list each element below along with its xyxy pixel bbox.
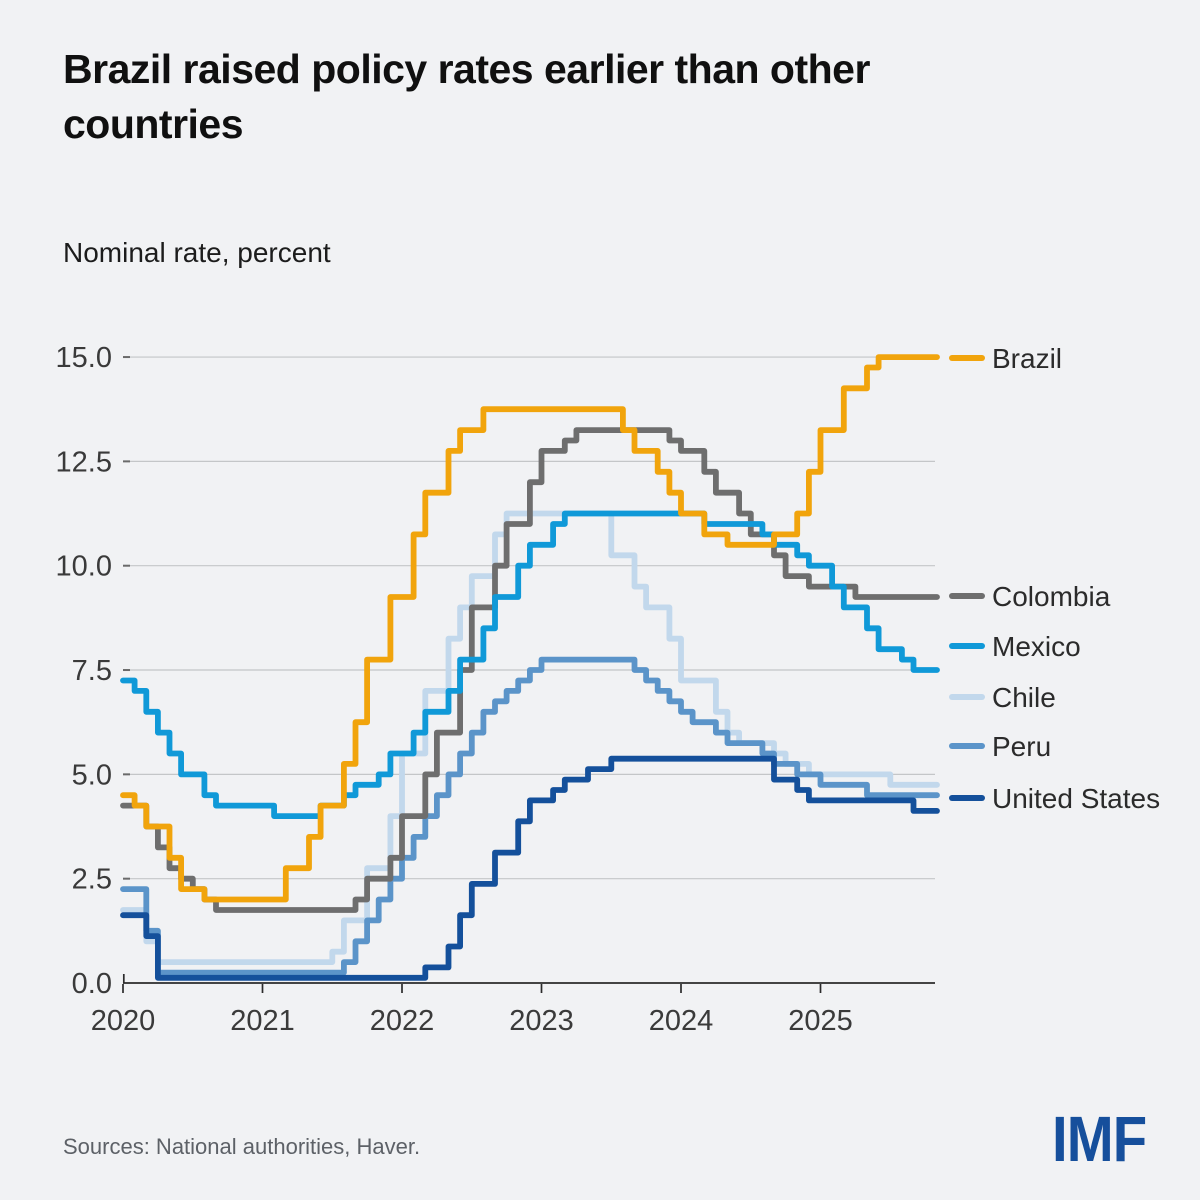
y-tick-label: 12.5: [56, 446, 112, 478]
legend-label-colombia: Colombia: [992, 581, 1111, 612]
x-tick-label: 2020: [91, 1005, 156, 1037]
y-tick-label: 15.0: [56, 342, 112, 374]
legend-label-brazil: Brazil: [992, 343, 1062, 374]
y-tick-label: 5.0: [72, 759, 112, 791]
line-mexico: [120, 510, 940, 819]
x-tick-label: 2023: [509, 1005, 574, 1037]
x-tick-label: 2021: [230, 1005, 295, 1037]
page-title: Brazil raised policy rates earlier than …: [63, 46, 870, 147]
legend-label-peru: Peru: [992, 731, 1051, 762]
y-tick-label: 2.5: [72, 864, 112, 896]
x-tick-label: 2022: [370, 1005, 435, 1037]
legend-label-mexico: Mexico: [992, 631, 1081, 662]
legend-item-colombia: Colombia: [949, 581, 1111, 612]
legend-item-chile: Chile: [949, 682, 1056, 713]
y-tick-label: 0.0: [72, 968, 112, 1000]
line-brazil: [120, 354, 940, 903]
line-peru: [120, 656, 940, 976]
line-chile: [120, 510, 940, 965]
legend-item-united-states: United States: [949, 783, 1160, 814]
legend-label-united-states: United States: [992, 783, 1160, 814]
legend-item-peru: Peru: [949, 731, 1051, 762]
chart-subtitle: Nominal rate, percent: [63, 237, 331, 268]
x-tick-label: 2025: [788, 1005, 853, 1037]
sources-note: Sources: National authorities, Haver.: [63, 1134, 421, 1159]
legend-item-mexico: Mexico: [949, 631, 1081, 662]
legend-item-brazil: Brazil: [949, 343, 1062, 374]
imf-logo: IMF: [1052, 1103, 1147, 1175]
x-tick-label: 2024: [649, 1005, 714, 1037]
legend-label-chile: Chile: [992, 682, 1056, 713]
line-united-states: [120, 755, 940, 981]
y-tick-label: 7.5: [72, 655, 112, 687]
y-tick-label: 10.0: [56, 551, 112, 583]
